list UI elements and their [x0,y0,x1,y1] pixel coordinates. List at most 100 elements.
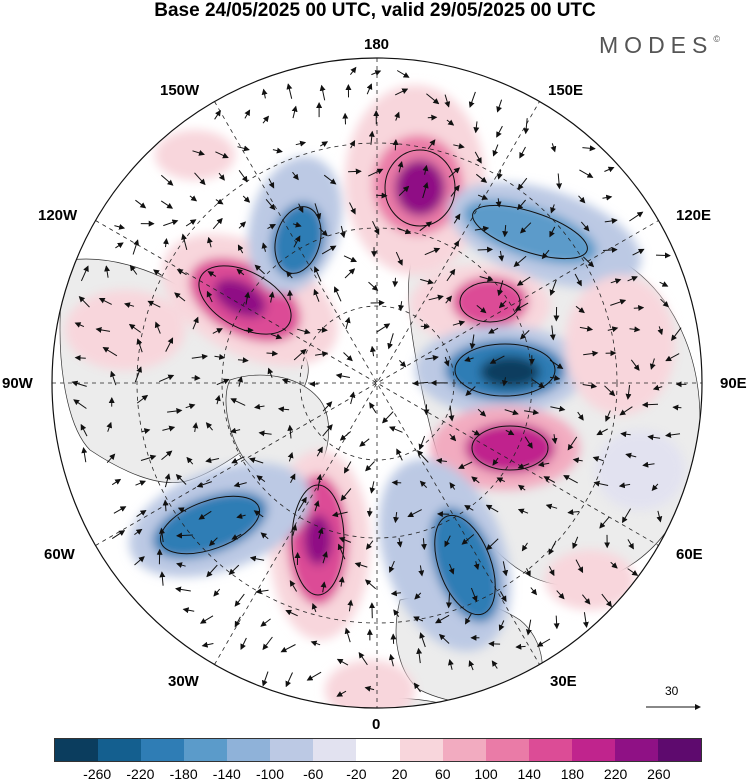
wind-arrow [572,536,579,550]
wind-arrow [237,244,244,254]
wind-arrow [537,461,550,468]
wind-arrow [425,355,439,361]
wind-arrow [154,321,161,334]
wind-arrow [321,245,337,255]
wind-arrow [306,671,322,681]
wind-arrow [398,301,405,312]
wind-arrow [111,530,126,540]
anom-faint-6 [545,550,635,610]
wind-arrow [477,194,489,200]
wind-arrow [163,219,179,227]
wind-arrow [175,473,187,485]
wind-arrow [262,636,273,651]
wind-arrow [344,461,352,474]
wind-arrow [254,264,265,275]
wind-arrow [629,211,644,222]
wind-arrow [394,111,400,121]
wind-arrow [649,358,656,370]
wind-arrow [314,203,322,220]
wind-arrow [419,480,428,488]
wind-arrow [641,401,659,408]
brand-mark: © [713,34,720,44]
wind-arrow [471,476,480,484]
wind-arrow [236,268,245,276]
wind-arrow [435,614,450,624]
wind-arrow [567,436,578,451]
colorbar-tick-label: 140 [517,766,541,782]
wind-arrow [582,612,589,628]
wind-arrow [291,105,298,119]
wind-arrow [244,109,251,119]
wind-arrow [207,271,217,277]
lon-label-0: 0 [372,716,381,733]
wind-arrow [496,169,503,180]
wind-arrow [358,651,368,666]
wind-arrow [427,139,436,150]
wind-arrow [201,641,214,648]
wind-arrow [206,564,218,578]
wind-arrow [582,594,591,605]
wind-arrow [428,294,444,301]
wind-arrow [176,532,193,539]
wind-arrow [371,70,382,76]
wind-arrow [248,457,264,464]
wind-arrow [525,568,531,577]
wind-arrow [556,590,565,600]
wind-arrow [320,581,327,593]
colorbar-swatch [485,739,529,761]
wind-arrow [281,378,291,385]
wind-arrow [627,568,639,576]
wind-arrow [541,249,550,260]
wind-arrow [416,647,423,664]
wind-arrow [625,452,637,459]
wind-arrow [448,167,461,178]
wind-arrow [625,385,632,400]
wind-arrow [652,384,663,391]
wind-arrow [452,320,466,327]
wind-arrow [185,403,196,410]
wind-arrow [553,615,560,630]
wind-arrow [102,346,118,357]
colorbar-swatch [442,739,486,761]
wind-arrow [398,185,410,196]
wind-arrow [231,533,242,540]
wind-arrow [523,118,530,135]
wind-arrow [548,566,555,577]
wind-arrow [236,513,246,519]
graticule [52,58,702,708]
wind-arrow [468,91,476,108]
wind-arrow [593,480,609,487]
wind-arrow [192,422,199,432]
wind-arrow [212,217,223,230]
wind-arrow [392,139,399,151]
wind-arrow [418,565,425,577]
colorbar-tick-label: -220 [126,766,155,782]
wind-arrow [286,83,293,99]
wind-arrow [95,326,111,333]
wind-arrow [449,482,456,490]
wind-arrow [551,434,558,445]
wind-arrow [420,278,434,285]
wind-arrow [255,588,269,595]
wind-arrow [194,172,206,186]
wind-arrow [393,512,400,524]
wind-arrow [335,372,350,379]
wind-arrow [214,109,221,120]
wind-arrow [265,198,276,211]
wind-arrow [158,374,175,383]
wind-arrow [319,84,326,101]
wind-arrow [412,380,429,387]
wind-arrow [548,540,557,555]
wind-arrow [349,202,356,215]
wind-arrow [655,252,671,259]
wind-arrow [447,659,454,670]
colorbar-swatch [571,739,615,761]
wind-arrow [192,316,199,330]
wind-arrow [492,457,499,466]
anom-negative-90e-core-2 [480,356,540,388]
wind-arrow [233,481,247,488]
wind-arrow [323,174,337,185]
wind-arrow [545,503,558,510]
wind-arrow [489,355,505,364]
wind-arrow [344,627,351,643]
